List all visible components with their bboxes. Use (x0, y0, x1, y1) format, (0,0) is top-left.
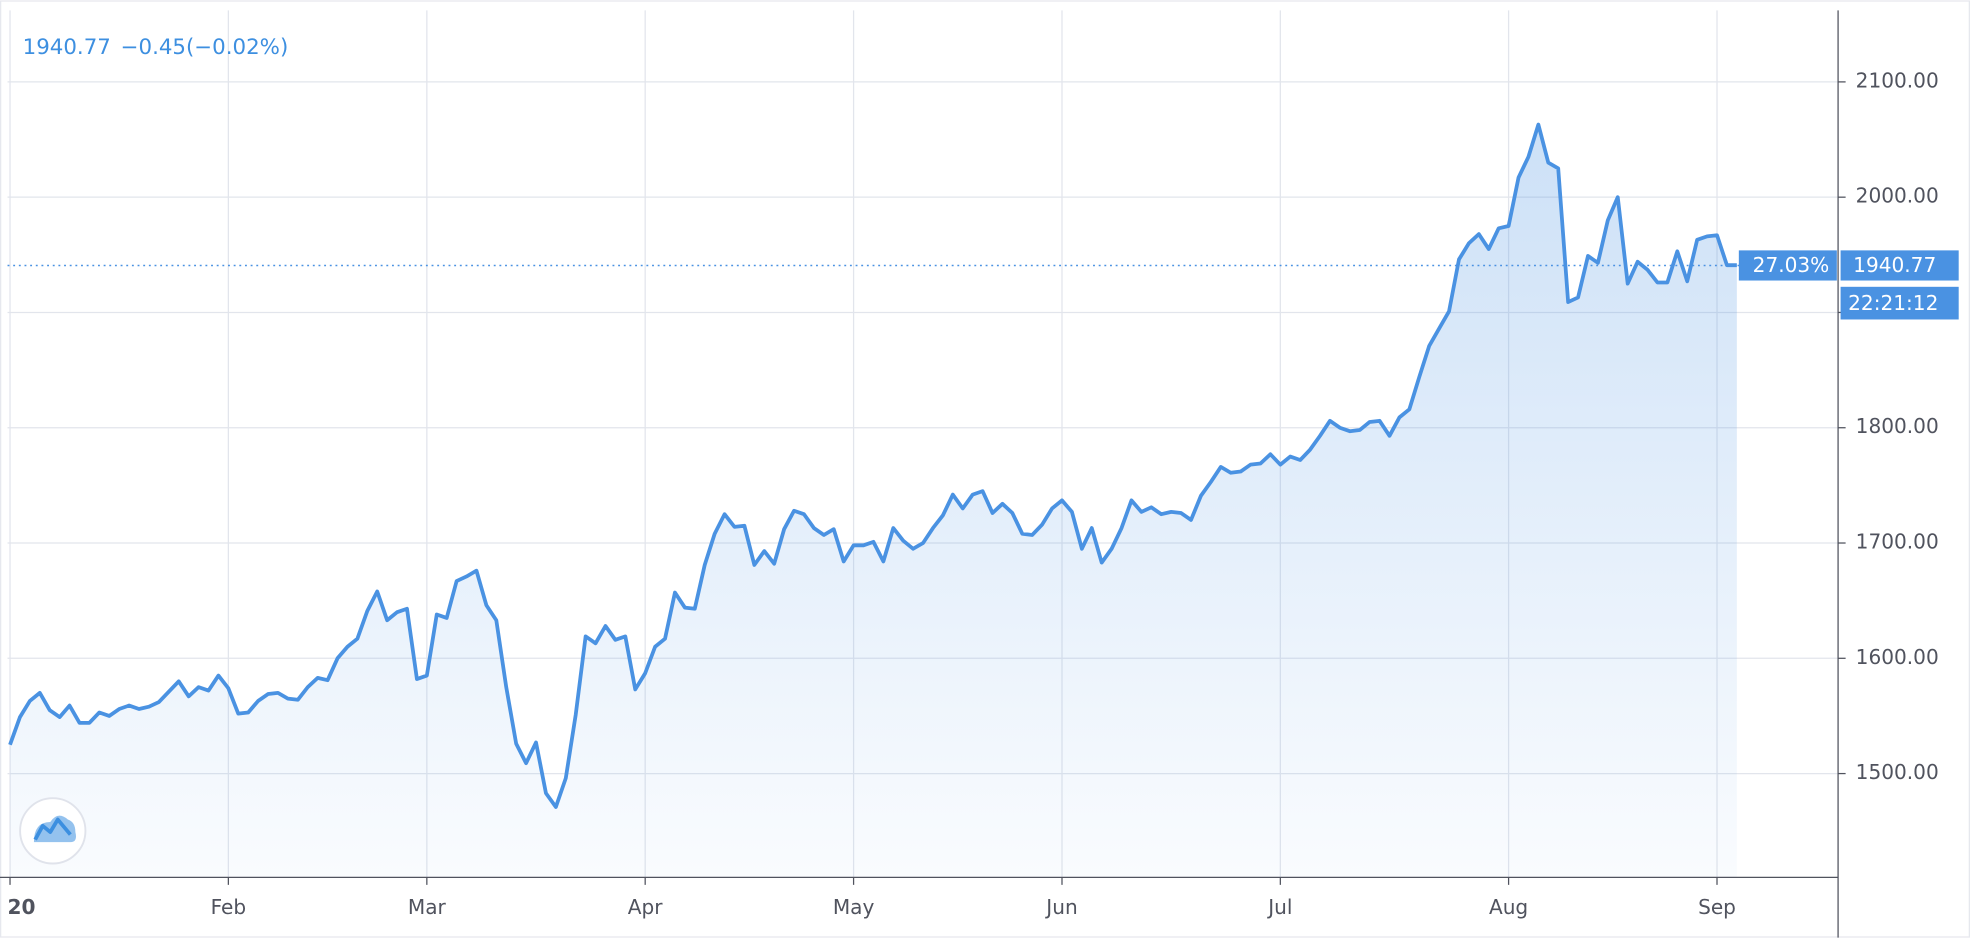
price-labels: 27.03% 1940.77 22:21:12 (7, 250, 1959, 320)
x-tick-label: Jun (1044, 895, 1077, 919)
x-tick-label: Jul (1266, 895, 1292, 919)
x-tick-label: Apr (628, 895, 664, 919)
time-label: 22:21:12 (1848, 291, 1938, 315)
x-tick-label: Mar (408, 895, 447, 919)
logo-button[interactable] (19, 797, 87, 865)
line (8, 122, 1737, 809)
axes: 1500.001600.001700.001800.001900.002000.… (8, 68, 1939, 919)
last-price: 1940.77 (23, 35, 111, 60)
time-box (1840, 286, 1959, 320)
plot (8, 122, 1737, 878)
y-tick-label: 1600.00 (1856, 645, 1939, 669)
x-tick-label: Feb (211, 895, 247, 919)
change-percent: (−0.02%) (186, 35, 288, 60)
x-tick-label: Sep (1698, 895, 1736, 919)
y-tick-label: 2100.00 (1856, 68, 1939, 92)
change: −0.45 (121, 35, 186, 60)
y-tick-label: 1700.00 (1856, 530, 1939, 554)
price-box (1840, 250, 1959, 281)
price-label: 1940.77 (1853, 253, 1936, 277)
y-tick-label: 2000.00 (1856, 184, 1939, 208)
x-tick-label: May (833, 895, 875, 919)
x-tick-label: Aug (1489, 895, 1528, 919)
y-tick-label: 1500.00 (1856, 760, 1939, 784)
x-tick-label: 20 (8, 895, 36, 919)
y-tick-label: 1800.00 (1856, 414, 1939, 438)
percent-label: 27.03% (1753, 253, 1830, 277)
legend: 1940.77 −0.45 (−0.02%) (23, 35, 289, 60)
percent-box (1738, 250, 1837, 281)
area (10, 124, 1737, 878)
